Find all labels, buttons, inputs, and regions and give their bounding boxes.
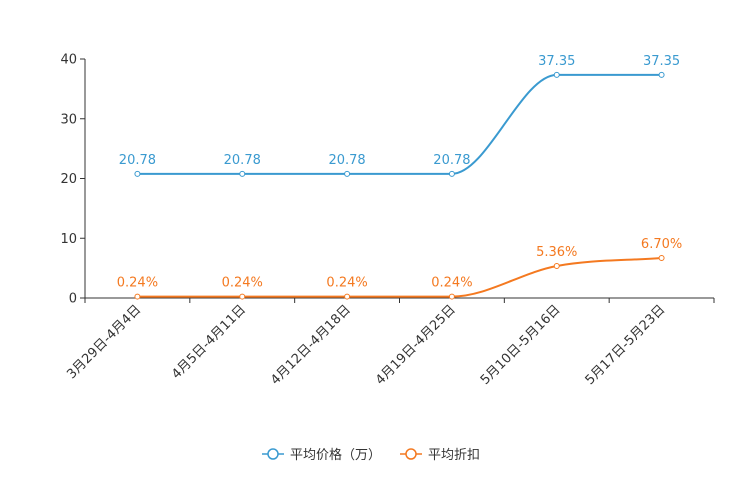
data-point <box>239 170 246 177</box>
data-point <box>344 293 351 300</box>
data-point <box>553 262 560 269</box>
data-label: 0.24% <box>326 276 367 291</box>
data-point <box>658 71 665 78</box>
data-point <box>448 293 455 300</box>
data-label: 0.24% <box>431 276 472 291</box>
legend-marker-1 <box>267 448 279 460</box>
x-tick-label: 5月10日-5月16日 <box>478 302 564 388</box>
data-point <box>658 254 665 261</box>
y-tick-label: 10 <box>60 232 77 247</box>
data-point <box>134 293 141 300</box>
data-label: 20.78 <box>224 153 261 168</box>
data-point <box>344 170 351 177</box>
data-label: 20.78 <box>119 153 156 168</box>
y-tick-label: 0 <box>69 292 77 307</box>
data-label: 37.35 <box>538 54 575 69</box>
data-point <box>134 170 141 177</box>
series-line-1 <box>137 73 662 175</box>
x-tick-label: 4月19日-4月25日 <box>373 302 459 388</box>
series-layer <box>134 71 665 300</box>
data-label: 20.78 <box>328 153 365 168</box>
data-point <box>448 170 455 177</box>
data-point <box>553 71 560 78</box>
legend: 平均价格（万） 平均折扣 <box>262 447 480 463</box>
data-label: 0.24% <box>117 276 158 291</box>
x-tick-label: 4月5日-4月11日 <box>169 302 249 382</box>
x-tick-label: 3月29日-4月4日 <box>64 302 144 382</box>
data-point <box>239 293 246 300</box>
x-tick-label: 4月12日-4月18日 <box>268 302 354 388</box>
data-label: 5.36% <box>536 245 577 260</box>
data-label: 0.24% <box>222 276 263 291</box>
y-tick-label: 30 <box>60 112 77 127</box>
legend-label-1: 平均价格（万） <box>290 447 381 463</box>
data-label: 6.70% <box>641 237 682 252</box>
y-tick-label: 20 <box>60 172 77 187</box>
data-label: 20.78 <box>433 153 470 168</box>
data-label: 37.35 <box>643 54 680 69</box>
legend-label-2: 平均折扣 <box>428 448 480 463</box>
legend-marker-2 <box>405 448 417 460</box>
y-tick-label: 40 <box>60 53 77 68</box>
data-labels-layer: 20.78 20.78 20.78 20.78 37.35 37.35 0.24% 0.24%… <box>117 54 682 291</box>
x-tick-label: 5月17日-5月23日 <box>583 302 669 388</box>
axes-layer: 0 10 20 30 40 3月29日-4月4日 4月5日-4月11日 4月12日-4月18日… <box>60 53 715 388</box>
series-line-2 <box>137 256 662 298</box>
